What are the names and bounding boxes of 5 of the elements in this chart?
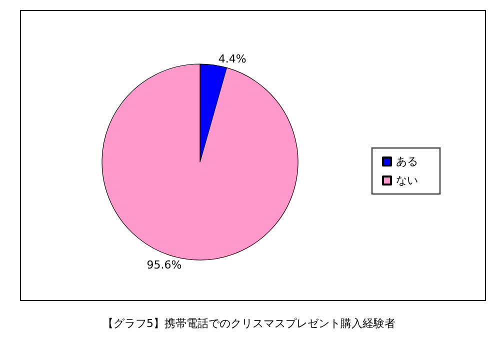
legend-label: ない <box>396 174 418 187</box>
legend-label: ある <box>396 155 418 168</box>
data-label: 95.6% <box>146 258 182 272</box>
data-label: 4.4% <box>218 52 246 66</box>
text: 【グラフ5】携帯電話でのクリスマスプレゼント購入経験者 <box>102 317 396 330</box>
